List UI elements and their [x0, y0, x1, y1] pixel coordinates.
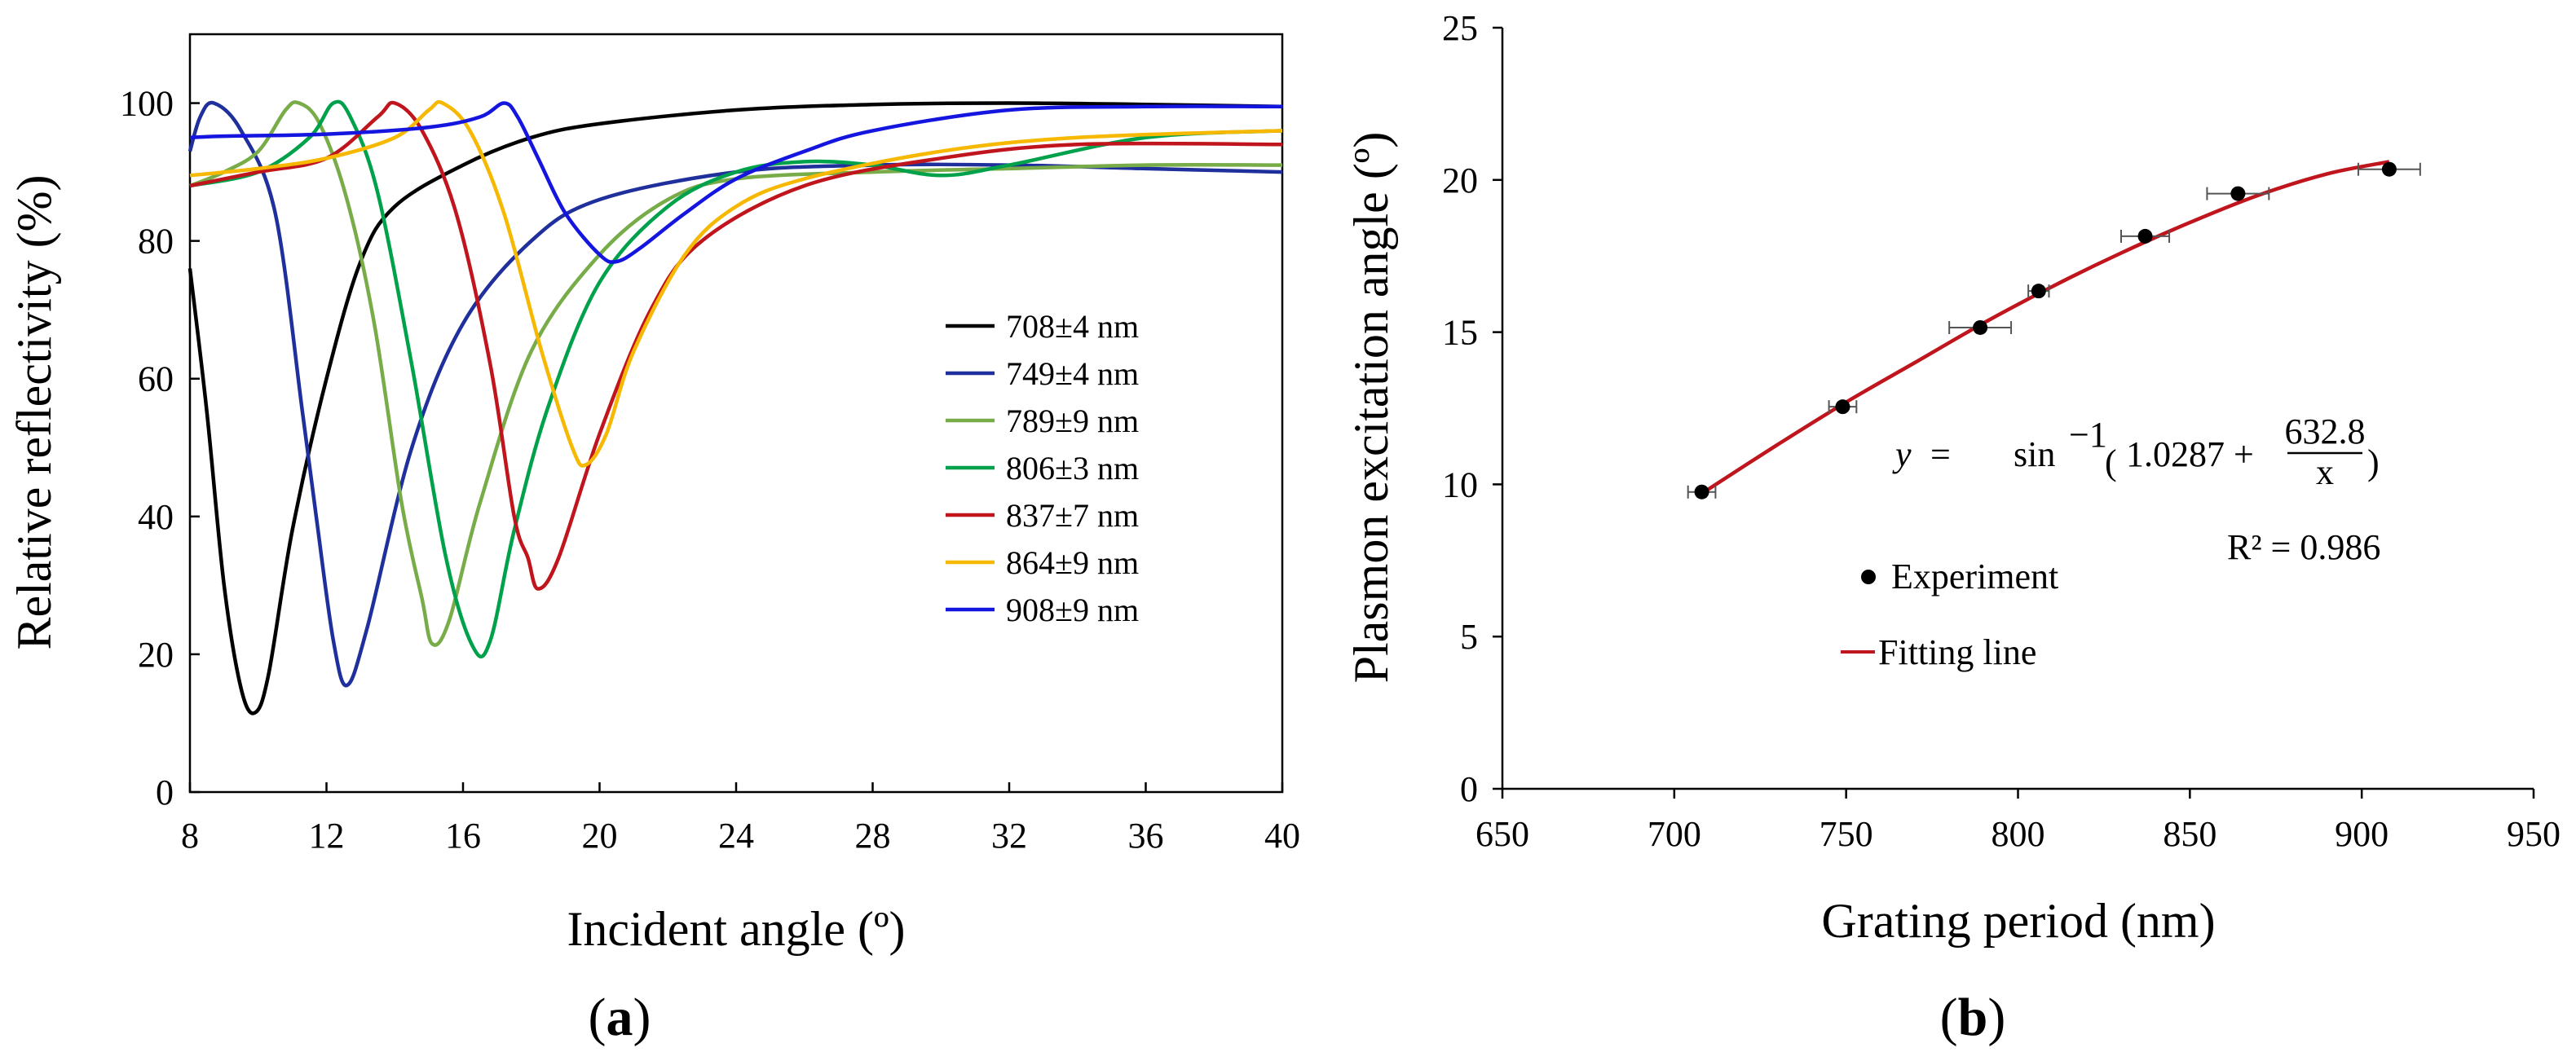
panel-a-chart: 8 12 16 20 24 28 32 36 40 0 20 40 60 80 100 708±4 nm 74… [7, 33, 1300, 1047]
panel-b-x-tick-label: 700 [1647, 814, 1701, 854]
panel-a-y-tick-label: 0 [156, 772, 174, 812]
equation-lhs: y [1892, 434, 1912, 474]
series-line-708-nm [187, 101, 1283, 715]
panel-a-x-axis-title: Incident angle (º) [567, 902, 905, 956]
fit-equation: y = sin −1 ( 1.0287 + 632.8 x ) [1892, 412, 2380, 492]
experiment-point [2137, 228, 2153, 244]
panel-a-x-tick-label: 12 [309, 816, 345, 856]
experiment-point [2381, 161, 2397, 177]
panel-b-x-tick-label: 750 [1820, 814, 1873, 854]
panel-b-y-tick-label: 5 [1460, 617, 1478, 657]
panel-a-y-tick-label: 20 [138, 635, 174, 675]
panel-a-x-tick-label: 24 [718, 816, 754, 856]
equation-paren-open: ( [2105, 442, 2117, 482]
series-line-789-nm [189, 100, 1283, 647]
equation-exponent: −1 [2069, 415, 2107, 455]
legend-experiment-label: Experiment [1891, 557, 2058, 596]
panel-b-y-tick-label: 0 [1460, 769, 1478, 809]
panel-a-x-tick-label: 36 [1128, 816, 1164, 856]
panel-a-x-tick-label: 8 [181, 816, 199, 856]
fitting-line [1700, 160, 2390, 495]
panel-a-x-tick-label: 20 [582, 816, 618, 856]
panel-b-chart: 650 700 750 800 850 900 950 0 5 10 15 20 25 y = sin … [1344, 8, 2561, 1047]
equation-func: sin [2014, 434, 2055, 474]
legend-label-837-nm: 837±7 nm [1006, 497, 1139, 534]
panel-b-x-tick-label: 900 [2335, 814, 2389, 854]
panel-a-y-tick-label: 100 [120, 84, 174, 124]
legend-experiment-marker [1861, 570, 1876, 584]
panel-b-x-tick-label: 800 [1992, 814, 2045, 854]
series-line-864-nm [189, 99, 1283, 468]
equation-numerator: 632.8 [2285, 412, 2366, 451]
panel-b-ticks: 650 700 750 800 850 900 950 0 5 10 15 20 25 [1442, 8, 2561, 854]
panel-a-legend-box [929, 303, 1223, 743]
panel-b-y-axis-title: Plasmon excitation angle (º) [1344, 132, 1398, 684]
panel-b-x-tick-label: 650 [1475, 814, 1529, 854]
panel-b-y-tick-label: 10 [1442, 464, 1478, 504]
experiment-point [2031, 284, 2046, 299]
equation-equals: = [1930, 434, 1951, 474]
r-squared-label: R² = 0.986 [2227, 527, 2380, 567]
panel-b-legend: Experiment Fitting line [1841, 557, 2058, 672]
panel-b-y-tick-label: 25 [1442, 8, 1478, 48]
panel-a-y-tick-label: 60 [138, 359, 174, 399]
experiment-point [1835, 399, 1850, 415]
equation-paren-close: ) [2367, 442, 2380, 482]
panel-b-x-axis-title: Grating period (nm) [1821, 894, 2215, 948]
legend-label-864-nm: 864±9 nm [1006, 544, 1139, 581]
panel-a-x-tick-label: 32 [991, 816, 1027, 856]
panel-a-x-tick-label: 16 [445, 816, 481, 856]
panel-a-x-tick-label: 28 [855, 816, 891, 856]
equation-constant: 1.0287 + [2126, 434, 2254, 474]
legend-label-708-nm: 708±4 nm [1006, 308, 1139, 345]
panel-a-y-tick-label: 80 [138, 222, 174, 262]
panel-b-y-tick-label: 15 [1442, 313, 1478, 353]
panel-a-y-tick-label: 40 [138, 497, 174, 537]
series-line-837-nm [189, 100, 1283, 591]
series-line-908-nm [189, 101, 1283, 264]
panel-a-series [187, 99, 1283, 715]
panel-a-y-axis-title: Relative reflectivity (%) [7, 174, 61, 649]
legend-label-749-nm: 749±4 nm [1006, 355, 1139, 392]
panel-a-ticks: 8 12 16 20 24 28 32 36 40 0 20 40 60 80 100 [120, 84, 1300, 856]
experiment-point [2230, 186, 2246, 201]
legend-label-806-nm: 806±3 nm [1006, 450, 1139, 486]
panel-a-x-tick-label: 40 [1264, 816, 1300, 856]
legend-label-908-nm: 908±9 nm [1006, 592, 1139, 628]
panel-b-y-tick-label: 20 [1442, 161, 1478, 200]
panel-b-x-tick-label: 850 [2163, 814, 2217, 854]
panel-b-series [1687, 160, 2421, 500]
series-line-806-nm [189, 99, 1283, 658]
panel-a-legend: 708±4 nm 749±4 nm 789±9 nm 806±3 nm 837±7 nm… [946, 308, 1139, 628]
equation-denominator: x [2316, 452, 2334, 492]
legend-label-789-nm: 789±9 nm [1006, 403, 1139, 439]
experiment-point [1973, 319, 1988, 335]
panel-a-label: (a) [589, 988, 651, 1047]
panel-b-x-tick-label: 950 [2507, 814, 2561, 854]
experiment-point [1694, 484, 1709, 500]
panel-b-label: (b) [1940, 988, 2006, 1047]
legend-fitting-line-label: Fitting line [1878, 632, 2036, 672]
